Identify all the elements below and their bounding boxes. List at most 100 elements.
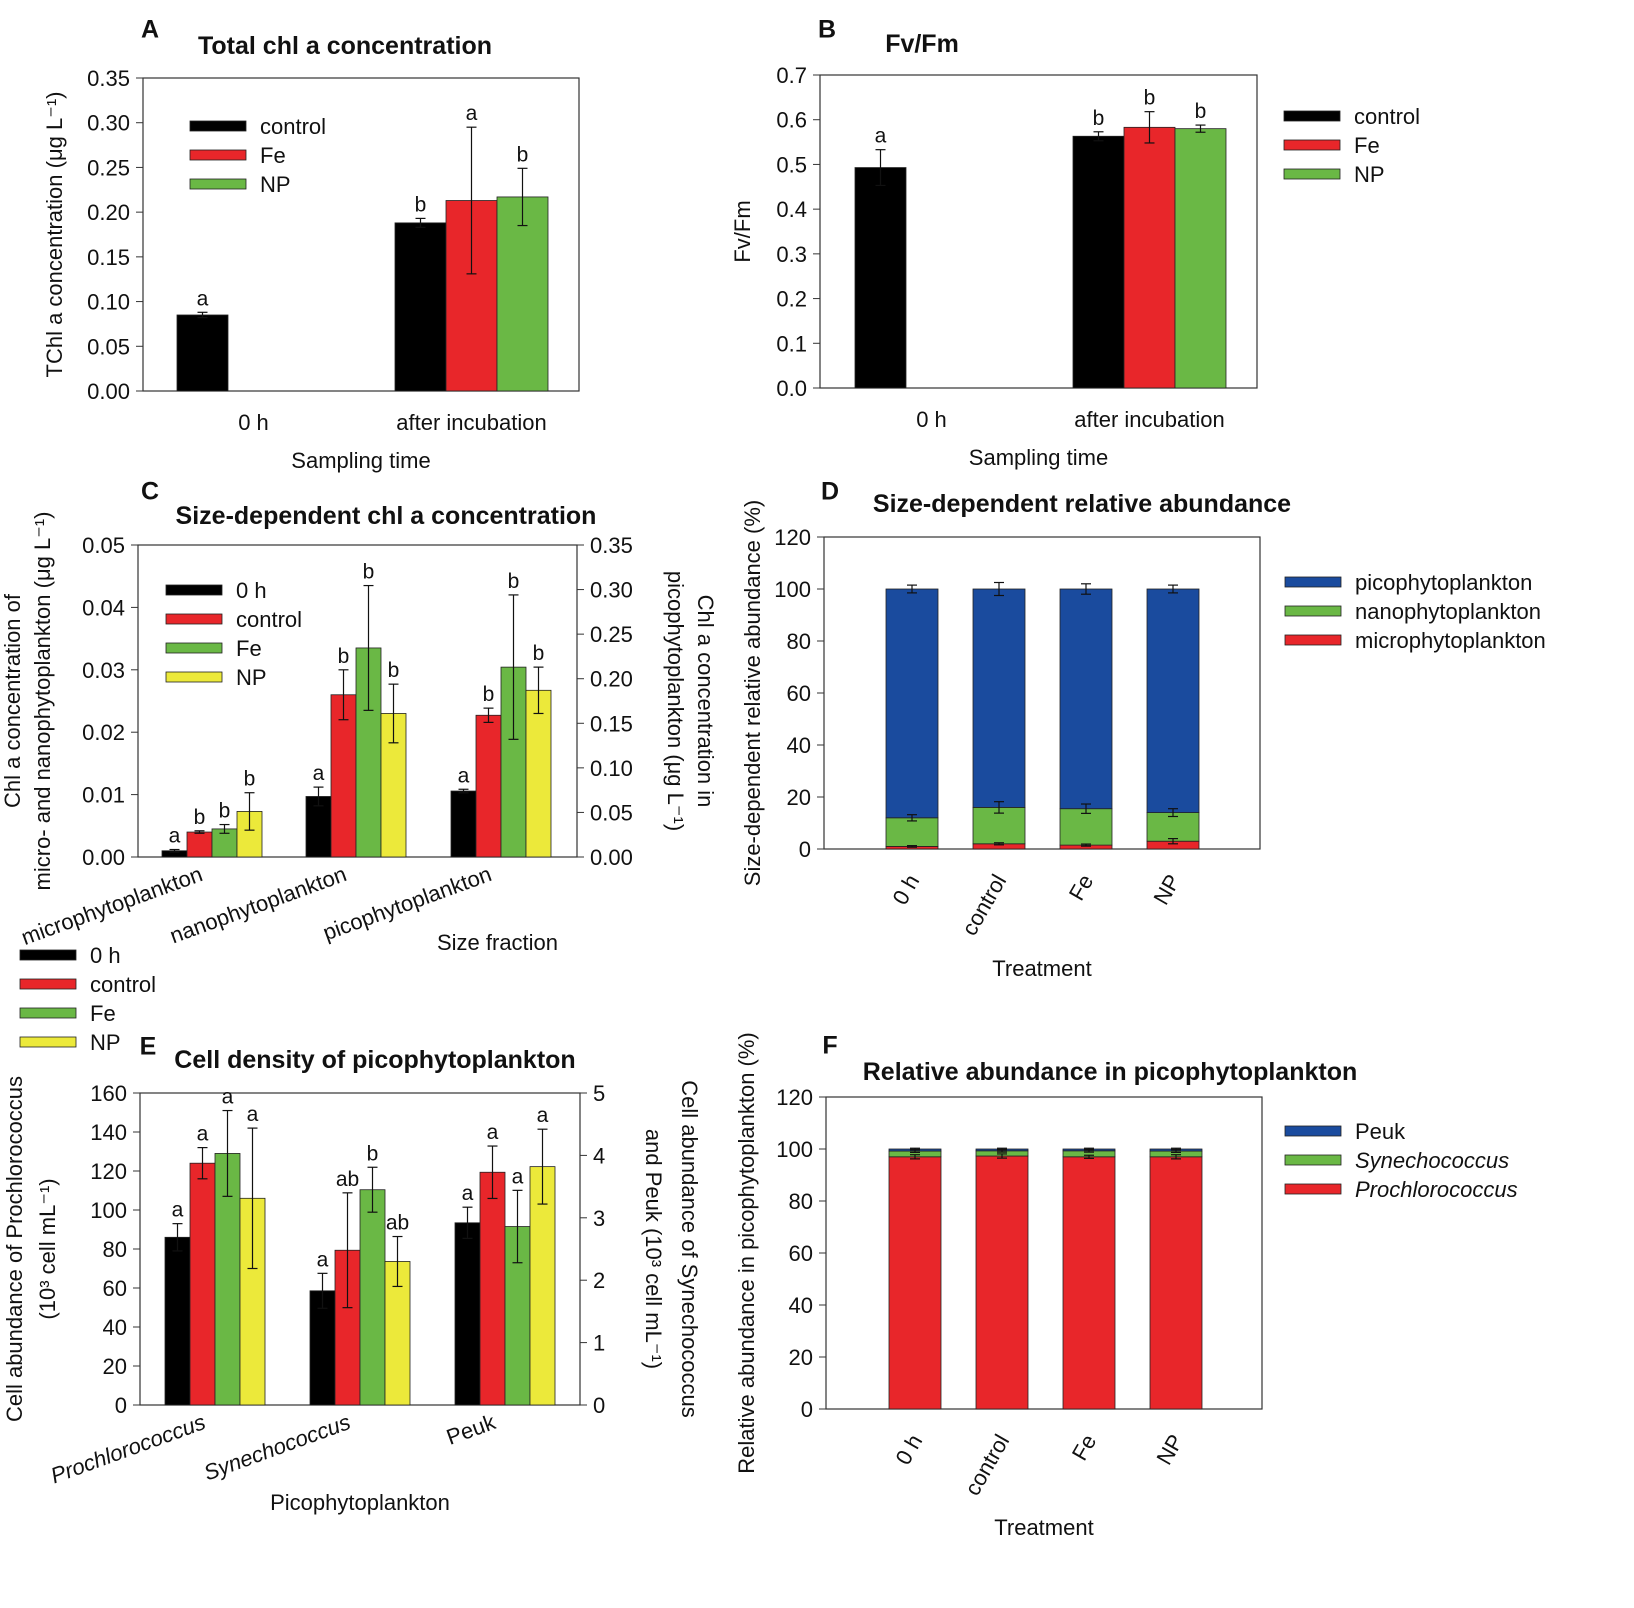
significance-letter: ab [386, 1212, 409, 1235]
legend-label: Fe [236, 636, 262, 661]
y-tick-label: 0.3 [776, 242, 807, 267]
y-right-tick-label: 4 [593, 1143, 605, 1168]
bar-0-h [454, 1222, 481, 1406]
significance-letter: a [172, 1199, 184, 1222]
y-right-tick-label: 0.35 [590, 533, 633, 558]
significance-letter: a [222, 1086, 234, 1109]
chart-title: Total chl a concentration [198, 32, 492, 60]
stacked-segment-picophytoplankton [885, 588, 939, 819]
plot-frame [142, 77, 580, 392]
legend-swatch [1284, 605, 1342, 617]
y-tick-label: 40 [103, 1315, 127, 1340]
x-tick-label: Prochlorococcus [47, 1409, 208, 1488]
significance-letter: ab [336, 1168, 359, 1191]
chart-title: Cell density of picophytoplankton [174, 1046, 575, 1074]
y-tick-label: 0.35 [87, 66, 130, 91]
bar-control [189, 1162, 216, 1406]
x-axis-label: Picophytoplankton [270, 1490, 450, 1515]
significance-letter: a [313, 762, 325, 785]
y-tick-label: 60 [787, 681, 811, 706]
bar-0-h [164, 1236, 191, 1406]
y-right-tick-label: 5 [593, 1081, 605, 1106]
y-tick-label: 0.4 [776, 197, 807, 222]
y-axis-label: Cell abundance of Prochlorococcus [2, 1076, 27, 1422]
legend-swatch [1284, 576, 1342, 588]
significance-letter: b [1144, 87, 1156, 110]
y-tick-label: 0 [115, 1393, 127, 1418]
legend-label: Prochlorococcus [1355, 1177, 1518, 1202]
y-tick-label: 60 [789, 1241, 813, 1266]
y-right-tick-label: 1 [593, 1331, 605, 1356]
stacked-segment-nanophytoplankton [1059, 808, 1113, 846]
y-axis-label: micro- and nanophytoplankton (μg L⁻¹) [30, 512, 55, 891]
x-tick-label: Synechococcus [200, 1409, 353, 1485]
y-axis-label: Relative abundance in picophytoplankton … [734, 1032, 759, 1474]
panel-label: F [822, 1032, 837, 1060]
significance-letter: b [244, 768, 256, 791]
legend-swatch [1284, 1183, 1342, 1195]
significance-letter: a [512, 1165, 524, 1188]
chart-title: Size-dependent chl a concentration [176, 502, 597, 530]
y-tick-label: 100 [776, 1137, 813, 1162]
x-tick-label: control [960, 1430, 1015, 1500]
y-tick-label: 20 [103, 1354, 127, 1379]
x-tick-label: 0 h [890, 1430, 927, 1469]
panel-label: B [818, 16, 836, 44]
y-right-tick-label: 0 [593, 1393, 605, 1418]
panel-label: D [821, 478, 839, 506]
y-tick-label: 120 [776, 1085, 813, 1110]
y-right-tick-label: 0.20 [590, 667, 633, 692]
y-tick-label: 80 [787, 629, 811, 654]
y-right-tick-label: 0.30 [590, 578, 633, 603]
significance-letter: a [487, 1121, 499, 1144]
y-right-tick-label: 0.10 [590, 756, 633, 781]
x-tick-label: control [957, 870, 1012, 940]
y-right-tick-label: 0.15 [590, 711, 633, 736]
legend-swatch [19, 1007, 77, 1019]
y-tick-label: 0.10 [87, 290, 130, 315]
legend-label: control [90, 972, 156, 997]
legend-swatch [1284, 1154, 1342, 1166]
bar-control [176, 314, 229, 392]
y-tick-label: 0.01 [82, 783, 125, 808]
legend-label: nanophytoplankton [1355, 599, 1541, 624]
legend-swatch [189, 149, 247, 161]
stacked-segment-nanophytoplankton [885, 817, 939, 847]
significance-letter: b [508, 570, 520, 593]
y-tick-label: 140 [90, 1120, 127, 1145]
y-tick-label: 0.03 [82, 658, 125, 683]
legend-label: control [236, 607, 302, 632]
panel-label: C [141, 478, 159, 506]
chart-title: Fv/Fm [885, 30, 959, 58]
y-tick-label: 0.5 [776, 152, 807, 177]
y-tick-label: 0.7 [776, 63, 807, 88]
legend-label: Synechococcus [1355, 1148, 1509, 1173]
x-axis-label: Sampling time [969, 445, 1108, 470]
y-tick-label: 20 [787, 785, 811, 810]
significance-letter: a [317, 1248, 329, 1271]
significance-letter: b [338, 645, 350, 668]
panel-e: E Cell density of picophytoplankton020406… [2, 943, 702, 1515]
y-axis-label: (10³ cell mL⁻¹) [35, 1178, 60, 1319]
x-axis-label: Treatment [994, 1515, 1093, 1540]
significance-letter: b [1093, 107, 1105, 130]
y-tick-label: 0.1 [776, 331, 807, 356]
stacked-segment-Prochlorococcus [888, 1156, 942, 1410]
bar-control [854, 167, 907, 389]
chart-title: Size-dependent relative abundance [873, 490, 1291, 518]
legend-label: picophytoplankton [1355, 570, 1532, 595]
y-tick-label: 0.05 [82, 533, 125, 558]
legend-swatch [165, 613, 223, 625]
bar-Fe [1123, 126, 1176, 389]
panel-d: D Size-dependent relative abundance 0 20 40 6… [740, 478, 1546, 981]
y-tick-label: 0.00 [87, 379, 130, 404]
stacked-segment-picophytoplankton [972, 588, 1026, 808]
y-axis-label: Size-dependent relative abundance (%) [740, 500, 765, 886]
legend-swatch [1283, 168, 1341, 180]
significance-letter: b [363, 561, 375, 584]
significance-letter: b [517, 143, 529, 166]
significance-letter: a [875, 125, 887, 148]
stacked-segment-picophytoplankton [1146, 588, 1200, 814]
y-tick-label: 0.04 [82, 595, 125, 620]
